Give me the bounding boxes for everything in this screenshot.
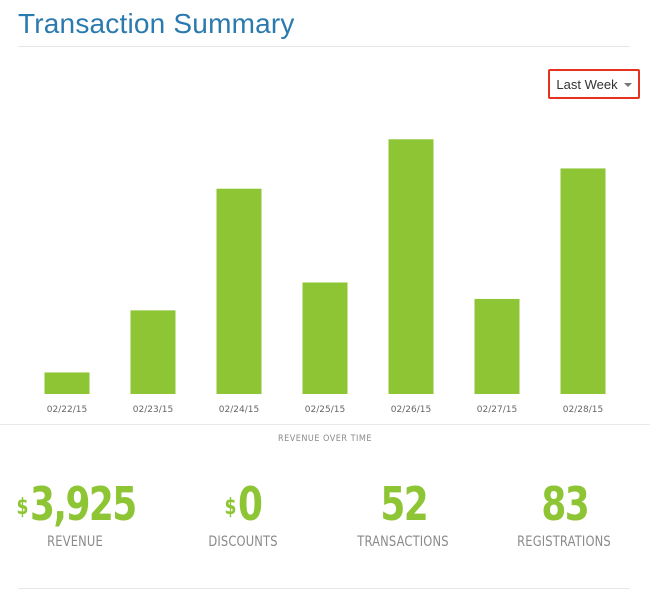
chart-caption: REVENUE OVER TIME — [277, 434, 373, 444]
bar-02/25/15[interactable] — [302, 282, 348, 394]
stat-discounts-value: $0 — [185, 478, 302, 530]
title-divider — [18, 46, 630, 47]
bar-02/26/15[interactable] — [388, 139, 434, 394]
date-range-label: Last Week — [556, 76, 618, 92]
stat-revenue-number: 3,925 — [30, 477, 137, 531]
stat-transactions-value: 52 — [345, 478, 462, 530]
bottom-divider — [18, 588, 630, 589]
stat-registrations: 83 REGISTRATIONS — [489, 478, 639, 550]
x-tick-label: 02/25/15 — [305, 405, 345, 415]
x-tick-label: 02/23/15 — [133, 405, 173, 415]
x-tick-label: 02/24/15 — [219, 405, 259, 415]
page-title: Transaction Summary — [18, 8, 295, 39]
stat-transactions: 52 TRANSACTIONS — [328, 478, 478, 550]
stats-row: $3,925 REVENUE $0 DISCOUNTS 52 TRANSACTI… — [0, 478, 650, 558]
bar-02/24/15[interactable] — [216, 188, 262, 394]
stat-discounts-label: DISCOUNTS — [208, 534, 278, 550]
stat-registrations-number: 83 — [541, 477, 589, 531]
stat-registrations-value: 83 — [506, 478, 623, 530]
chart-divider — [0, 424, 650, 425]
currency-symbol: $ — [224, 495, 237, 520]
stat-transactions-number: 52 — [380, 477, 428, 531]
revenue-bar-chart: 02/22/15 02/23/15 02/24/15 02/25/15 02/26/15… — [44, 139, 606, 415]
stat-transactions-label: TRANSACTIONS — [357, 534, 449, 550]
stat-discounts: $0 DISCOUNTS — [168, 478, 318, 550]
caret-down-icon — [623, 83, 632, 87]
stat-revenue-label: REVENUE — [47, 534, 103, 550]
x-tick-label: 02/28/15 — [563, 405, 603, 415]
currency-symbol: $ — [16, 495, 29, 520]
x-tick-label: 02/27/15 — [477, 405, 517, 415]
stat-revenue: $3,925 REVENUE — [0, 478, 150, 550]
bar-02/27/15[interactable] — [474, 298, 520, 394]
stat-registrations-label: REGISTRATIONS — [517, 534, 611, 550]
bar-02/23/15[interactable] — [130, 310, 176, 394]
bar-02/22/15[interactable] — [44, 372, 90, 394]
stat-discounts-number: 0 — [238, 477, 263, 531]
stat-revenue-value: $3,925 — [16, 477, 138, 531]
bar-02/28/15[interactable] — [560, 168, 606, 394]
date-range-dropdown[interactable]: Last Week — [548, 69, 640, 99]
x-tick-label: 02/26/15 — [391, 405, 431, 415]
x-tick-label: 02/22/15 — [47, 405, 87, 415]
